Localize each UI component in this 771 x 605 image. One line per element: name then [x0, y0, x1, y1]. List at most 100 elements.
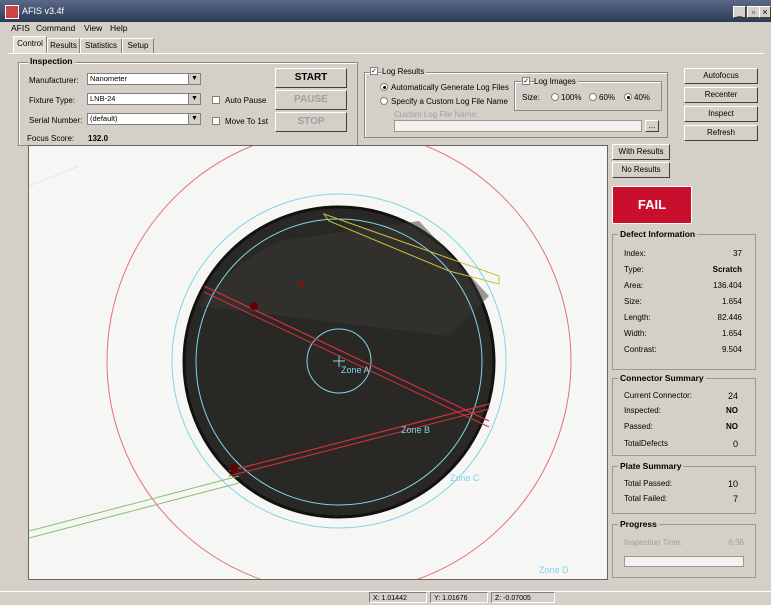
zone-a-label: Zone A	[341, 365, 370, 375]
pit-defect	[250, 302, 258, 310]
inspect-button[interactable]: Inspect	[684, 106, 758, 122]
defect-label: Contrast:	[624, 345, 657, 354]
defect-value: 9.504	[721, 345, 742, 354]
log-images-group	[514, 81, 662, 111]
title-bar: AFIS v3.4f _ ▫ ×	[0, 0, 771, 22]
with-results-button[interactable]: With Results	[612, 144, 670, 160]
size-100-radio[interactable]	[551, 93, 559, 101]
defect-value: 1.654	[721, 329, 742, 338]
fixture-type-value: LNB-24	[90, 94, 116, 103]
manufacturer-label: Manufacturer:	[29, 76, 79, 85]
manufacturer-value: Nanometer	[90, 74, 128, 83]
menu-view[interactable]: View	[84, 23, 103, 33]
background-streak	[29, 165, 80, 187]
log-images-label: Log Images	[534, 77, 578, 86]
minimize-button[interactable]: _	[733, 6, 746, 18]
connector-label: Inspected:	[624, 406, 661, 415]
pause-button[interactable]: PAUSE	[275, 90, 347, 110]
autofocus-button[interactable]: Autofocus	[684, 68, 758, 84]
fiber-shadow-region	[199, 221, 489, 336]
move-to-first-checkbox[interactable]	[212, 117, 220, 125]
defect-label: Size:	[624, 297, 642, 306]
auto-generate-label: Automatically Generate Log Files	[391, 83, 509, 92]
pit-defect	[299, 282, 303, 286]
defect-value: 136.404	[713, 281, 742, 290]
custom-log-name-input[interactable]	[394, 120, 642, 132]
fiber-image-viewer[interactable]: Zone A Zone B Zone C Zone D	[28, 145, 608, 580]
defect-label: Width:	[624, 329, 647, 338]
defect-information-title: Defect Information	[618, 229, 698, 239]
defect-label: Length:	[624, 313, 651, 322]
zone-d-label: Zone D	[539, 565, 569, 575]
fiber-end-face-image: Zone A Zone B Zone C Zone D	[29, 146, 572, 579]
move-to-first-label: Move To 1st	[225, 117, 268, 126]
plate-summary-group	[612, 466, 756, 514]
start-button[interactable]: START	[275, 68, 347, 88]
connector-label: Passed:	[624, 422, 653, 431]
log-images-checkbox[interactable]: ✓	[522, 77, 530, 85]
log-results-group	[364, 72, 668, 138]
no-results-button[interactable]: No Results	[612, 162, 670, 178]
size-label: Size:	[522, 93, 540, 102]
auto-pause-checkbox[interactable]	[212, 96, 220, 104]
plate-value: 7	[732, 494, 738, 504]
plate-label: Total Passed:	[624, 479, 673, 488]
serial-number-select[interactable]: (default) ▼	[87, 113, 201, 125]
window-title: AFIS v3.4f	[22, 6, 65, 16]
tab-statistics[interactable]: Statistics	[80, 38, 122, 53]
custom-log-radio[interactable]	[380, 97, 388, 105]
tab-control[interactable]: Control	[13, 36, 47, 54]
plate-value: 10	[727, 479, 738, 489]
size-60-radio[interactable]	[589, 93, 597, 101]
zone-b-label: Zone B	[401, 425, 430, 435]
scratch-line	[29, 482, 240, 539]
menu-command[interactable]: Command	[36, 23, 76, 33]
app-icon	[5, 5, 19, 19]
refresh-button[interactable]: Refresh	[684, 125, 758, 141]
inspection-group-label: Inspection	[28, 56, 75, 66]
fixture-type-select[interactable]: LNB-24 ▼	[87, 93, 201, 105]
auto-generate-radio[interactable]	[380, 83, 388, 91]
progress-group	[612, 524, 756, 578]
zone-c-ring	[171, 193, 507, 529]
manufacturer-select[interactable]: Nanometer ▼	[87, 73, 201, 85]
progress-bar	[624, 556, 744, 567]
serial-number-value: (default)	[90, 114, 118, 123]
inspection-time-value: 6:36	[728, 538, 744, 547]
inspection-time-label: Inspection Time:	[624, 538, 683, 547]
log-results-checkbox[interactable]: ✓	[370, 67, 378, 75]
connector-label: Current Connector:	[624, 391, 693, 400]
status-x: X: 1.01442	[369, 592, 427, 603]
defect-label: Area:	[624, 281, 644, 290]
zone-d-ring	[106, 146, 572, 579]
close-button[interactable]: ×	[759, 6, 771, 18]
recenter-button[interactable]: Recenter	[684, 87, 758, 103]
browse-button[interactable]: ...	[645, 120, 659, 132]
size-60-label: 60%	[599, 93, 616, 102]
size-40-label: 40%	[634, 93, 651, 102]
defect-value: 1.654	[721, 297, 742, 306]
custom-log-name-label: Custom Log File Name:	[394, 110, 479, 119]
menu-afis[interactable]: AFIS	[11, 23, 30, 33]
tab-results[interactable]: Results	[47, 38, 80, 53]
size-100-label: 100%	[561, 93, 582, 102]
progress-title: Progress	[618, 519, 659, 529]
status-bar	[0, 591, 771, 605]
edge-defect-outline	[322, 212, 500, 285]
stop-button[interactable]: STOP	[275, 112, 347, 132]
defect-value: 82.446	[717, 313, 742, 322]
menu-help[interactable]: Help	[110, 23, 128, 33]
scratch-line	[228, 403, 490, 472]
zone-c-label: Zone C	[450, 473, 480, 483]
size-40-radio[interactable]	[624, 93, 632, 101]
connector-summary-title: Connector Summary	[618, 373, 706, 383]
chevron-down-icon: ▼	[188, 114, 200, 124]
menu-bar: AFIS Command View Help	[0, 22, 771, 36]
status-z: Z: -0.07005	[491, 592, 555, 603]
focus-score-value: 132.0	[88, 134, 109, 143]
chevron-down-icon: ▼	[188, 94, 200, 104]
defect-label: Type:	[624, 265, 644, 274]
tab-setup[interactable]: Setup	[122, 38, 154, 53]
fixture-type-label: Fixture Type:	[29, 96, 76, 105]
scratch-line	[203, 291, 490, 428]
